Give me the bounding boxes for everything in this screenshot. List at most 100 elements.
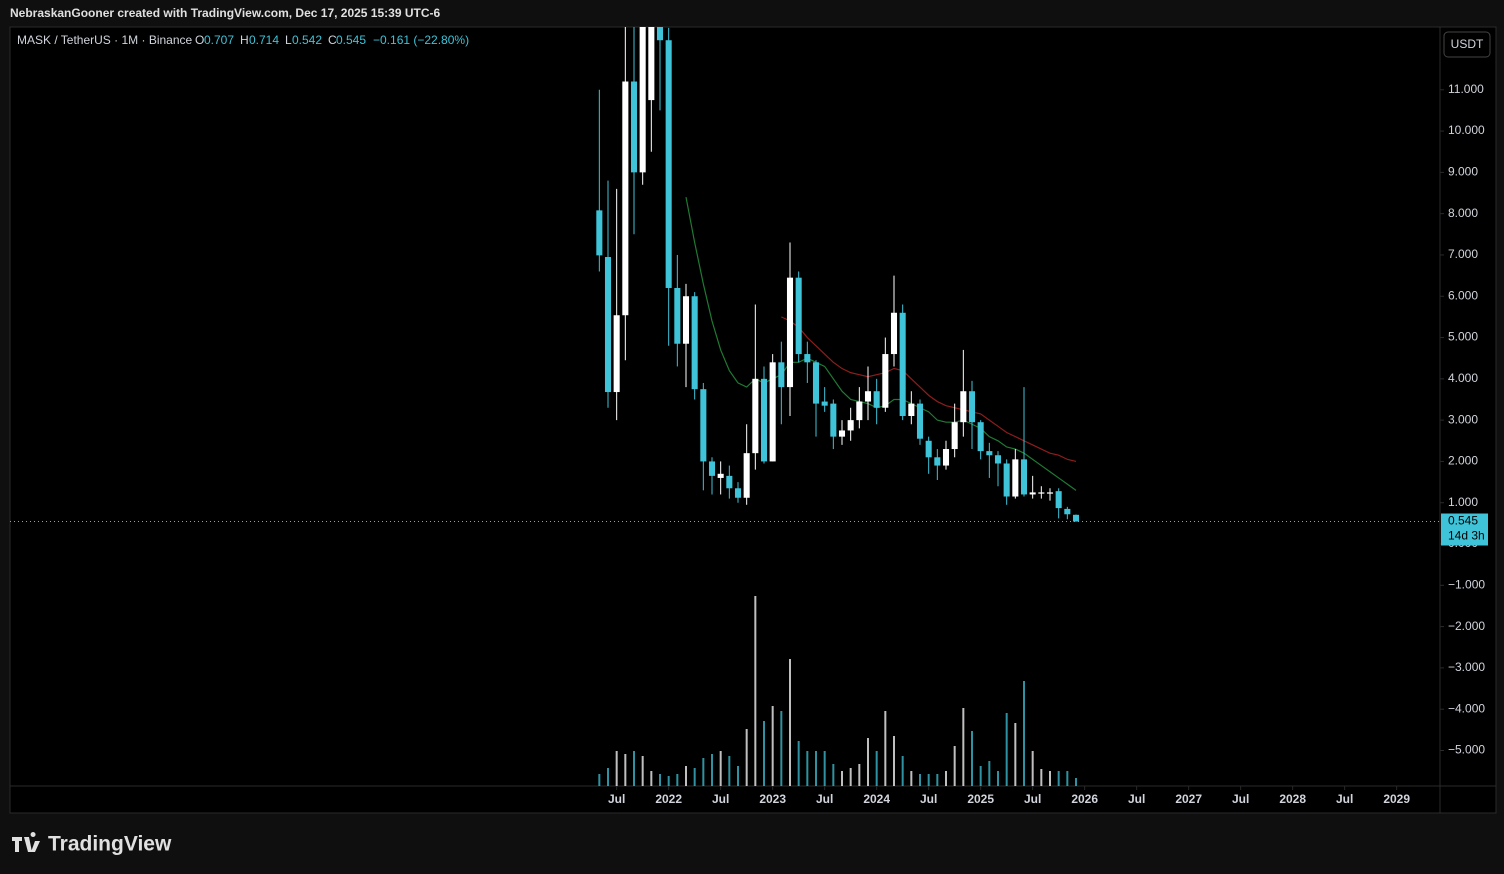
candle-body <box>700 389 707 462</box>
volume-bar <box>789 659 791 786</box>
volume-bar <box>719 751 722 786</box>
volume-bar <box>988 761 991 786</box>
candle-body <box>778 362 785 388</box>
candle-body <box>795 277 802 355</box>
volume-bar <box>771 706 774 786</box>
volume-bar <box>797 741 800 786</box>
x-tick-label: 2027 <box>1175 792 1202 806</box>
x-tick-label: Jul <box>1336 792 1353 806</box>
change: −0.161 (−22.80%) <box>373 33 469 47</box>
x-tick-label: Jul <box>920 792 937 806</box>
candle-body <box>613 315 620 393</box>
volume-bar <box>615 751 618 786</box>
y-tick-label: 10.000 <box>1448 123 1485 137</box>
candle-body <box>960 391 967 423</box>
candle-body <box>986 451 993 456</box>
volume-bar <box>650 771 653 786</box>
volume-bar <box>884 711 887 786</box>
volume-bar <box>1023 681 1025 786</box>
candle-body <box>899 312 906 416</box>
candle-body <box>743 453 750 498</box>
volume-bar <box>971 731 973 786</box>
axes: −5.000−4.000−3.000−2.000−1.0000.0001.000… <box>608 82 1485 806</box>
y-tick-label: 8.000 <box>1448 206 1478 220</box>
volume-bar <box>841 771 843 786</box>
candle-body <box>1055 491 1062 509</box>
volume-bar <box>953 746 956 786</box>
countdown: 14d 3h <box>1448 529 1485 543</box>
candle-body <box>830 403 837 437</box>
candle-body <box>1038 492 1045 494</box>
candle-body <box>942 449 950 466</box>
x-tick-label: 2028 <box>1279 792 1306 806</box>
candle-body <box>838 430 846 437</box>
candle-body <box>1020 459 1028 495</box>
logo-mark <box>12 832 40 852</box>
volume-bar <box>711 754 713 786</box>
volume-bar <box>1075 778 1077 786</box>
candle-body <box>856 401 863 421</box>
x-tick-label: Jul <box>1128 792 1145 806</box>
volume-bar <box>849 768 852 786</box>
x-tick-label: 2025 <box>967 792 994 806</box>
y-tick-label: 7.000 <box>1448 247 1478 261</box>
plot <box>10 27 1440 786</box>
c-letter: C <box>328 33 337 47</box>
candle-body <box>639 27 646 173</box>
candle-body <box>760 378 768 462</box>
candle-body <box>873 391 880 408</box>
x-tick-label: 2023 <box>759 792 786 806</box>
volume-bar <box>676 774 679 786</box>
volume-bar <box>858 764 861 786</box>
volume-bar <box>936 774 939 786</box>
x-tick-label: Jul <box>608 792 625 806</box>
candle-body <box>604 257 612 393</box>
candle-body <box>934 457 941 466</box>
candle-body <box>691 296 698 390</box>
volume-bar <box>979 766 982 786</box>
currency[interactable]: USDT <box>1451 37 1484 51</box>
y-tick-label: 5.000 <box>1448 330 1478 344</box>
candle-body <box>752 378 759 454</box>
volume-bar <box>754 596 757 786</box>
last-price-badge <box>1441 513 1488 546</box>
o-letter: O <box>195 33 204 47</box>
y-tick-label: 11.000 <box>1448 82 1484 96</box>
volume-bar <box>1031 751 1034 786</box>
candle-body <box>665 40 672 288</box>
candle-body <box>925 440 932 458</box>
y-tick-label: −1.000 <box>1448 577 1485 591</box>
volume-bar <box>693 768 696 786</box>
volume-bar <box>815 751 817 786</box>
y-tick-label: 9.000 <box>1448 165 1478 179</box>
close-value: 0.545 <box>336 33 366 47</box>
volume-bar <box>1014 723 1017 786</box>
y-tick-label: −2.000 <box>1448 619 1485 633</box>
volume-bar <box>927 774 930 786</box>
volume-bar <box>945 771 947 786</box>
volume-bar <box>685 766 687 786</box>
y-tick-label: −5.000 <box>1448 743 1485 757</box>
credit: NebraskanGooner created with TradingView… <box>10 6 440 20</box>
x-tick-label: 2029 <box>1383 792 1410 806</box>
x-tick-label: Jul <box>816 792 833 806</box>
volume-bar <box>780 711 783 786</box>
x-tick-label: 2022 <box>655 792 682 806</box>
volume-bar <box>728 756 731 786</box>
candle-body <box>769 362 776 462</box>
legend: MASK / TetherUS · 1M · Binance O 0.707 H… <box>17 33 469 47</box>
currency-button[interactable] <box>1443 31 1491 58</box>
candle-body <box>596 210 603 256</box>
candle-body <box>674 287 681 344</box>
x-tick-label: Jul <box>1232 792 1249 806</box>
moving-average <box>781 316 1077 463</box>
volume-bar <box>1005 713 1008 786</box>
volume-bar <box>1066 771 1069 786</box>
candle-body <box>951 422 958 450</box>
open-value: 0.707 <box>204 33 234 47</box>
candle-body <box>1003 463 1010 497</box>
volume-bar <box>702 758 705 786</box>
candle-body <box>1029 492 1036 495</box>
